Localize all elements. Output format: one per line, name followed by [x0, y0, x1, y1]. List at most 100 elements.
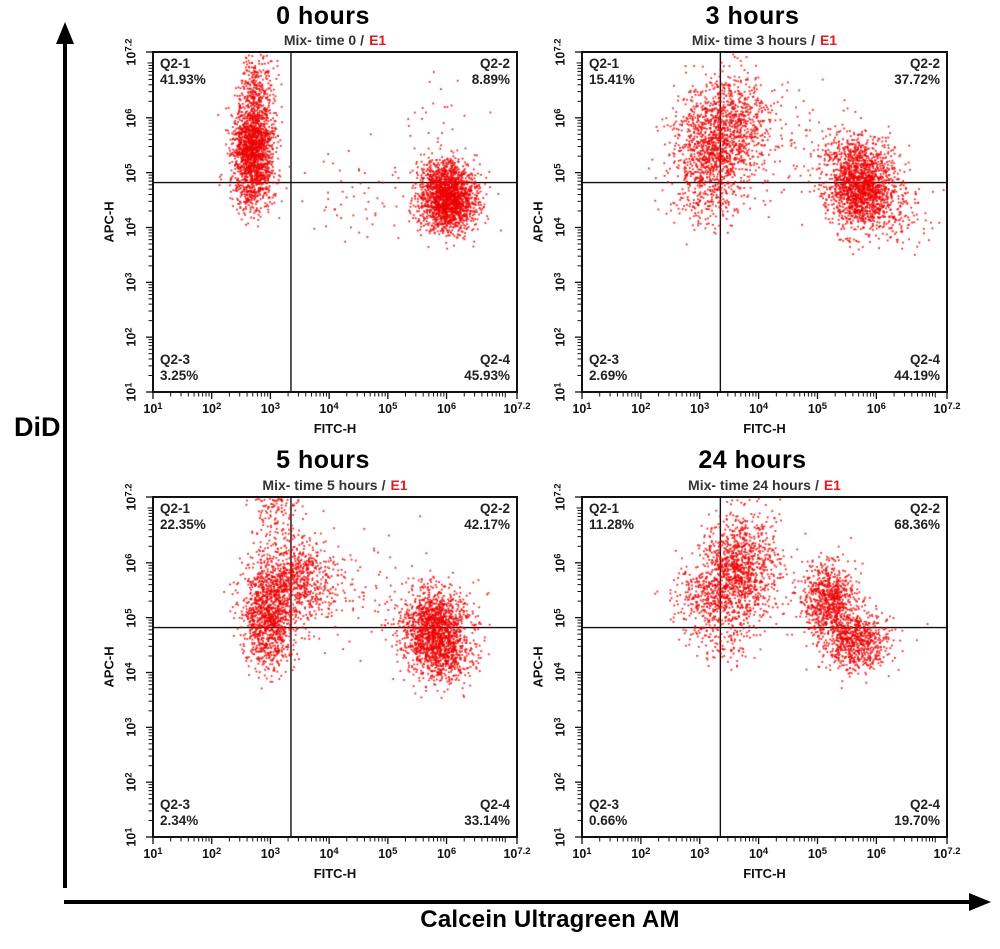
y-tick-label: 106 [552, 108, 568, 128]
y-tick-label: 103 [552, 717, 568, 737]
y-tick-label: 105 [123, 163, 139, 183]
quadrant-name: Q2-2 [909, 56, 940, 71]
x-tick-label: 107.2 [503, 846, 531, 861]
subtitle-slash: / [360, 32, 365, 48]
quadrant-name: Q2-1 [589, 56, 620, 71]
x-axis-label: FITC-H [743, 866, 786, 881]
quadrant-name: Q2-2 [479, 501, 510, 516]
panel-title: 0 hours [276, 2, 370, 30]
quadrant-name: Q2-4 [479, 352, 510, 367]
x-tick-label: 103 [260, 846, 281, 861]
x-tick-label: 105 [378, 846, 398, 861]
x-tick-label: 102 [631, 401, 651, 416]
y-tick-label: 107.2 [552, 483, 568, 511]
x-tick-label: 102 [202, 846, 222, 861]
scatter-canvas [153, 52, 517, 392]
y-tick-label: 105 [552, 163, 568, 183]
y-tick-label: 103 [123, 717, 139, 737]
y-tick-label: 106 [552, 553, 568, 573]
y-tick-label: 102 [552, 327, 568, 347]
outer-x-axis-label: Calcein Ultragreen AM [420, 906, 680, 933]
quadrant-pct: 22.35% [160, 516, 206, 532]
x-tick-label: 104 [319, 401, 339, 416]
run-label: E1 [390, 477, 408, 493]
subtitle-slash: / [381, 477, 386, 493]
quadrant-pct: 2.69% [589, 367, 628, 383]
subtitle-slash: / [811, 32, 815, 48]
quadrant-label-q2-4: Q2-4 44.19% [894, 352, 940, 383]
quadrant-name: Q2-3 [589, 352, 620, 367]
subtitle-text: Mix- time 0 [283, 32, 357, 48]
quadrant-name: Q2-3 [589, 797, 620, 812]
panel-title: 24 hours [698, 446, 807, 474]
x-tick-label: 104 [749, 846, 769, 861]
x-axis-label: FITC-H [743, 421, 786, 436]
run-label: E1 [823, 477, 841, 493]
y-tick-label: 107.2 [552, 38, 568, 66]
y-axis-label: APC-H [530, 201, 546, 243]
quadrant-pct: 33.14% [464, 812, 510, 828]
quadrant-label-q2-4: Q2-4 33.14% [464, 797, 510, 828]
panel-subtitle: Mix- time 3 hours / E1 [605, 32, 925, 48]
panel-subtitle: Mix- time 0/E1 [175, 32, 495, 48]
quadrant-pct: 0.66% [589, 812, 628, 828]
quadrant-label-q2-3: Q2-3 3.25% [160, 352, 198, 383]
quadrant-name: Q2-4 [479, 797, 510, 812]
quadrant-pct: 41.93% [160, 71, 206, 87]
x-tick-label: 106 [436, 846, 457, 861]
scatter-canvas [153, 497, 517, 837]
y-axis-label: APC-H [101, 646, 117, 688]
quadrant-label-q2-1: Q2-1 15.41% [589, 56, 635, 87]
y-tick-label: 104 [123, 217, 139, 238]
x-tick-label: 106 [436, 401, 457, 416]
x-tick-label: 107.2 [933, 401, 961, 416]
y-tick-label: 102 [123, 327, 139, 347]
subtitle-text: Mix- time 3 hours [691, 32, 808, 48]
x-axis-label: FITC-H [313, 866, 357, 881]
quadrant-pct: 44.19% [894, 367, 940, 383]
subtitle-text: Mix- time 5 hours [262, 477, 378, 493]
y-axis-label: APC-H [101, 201, 117, 243]
scatter-canvas [582, 497, 947, 837]
y-tick-label: 104 [552, 217, 568, 238]
y-axis-label: APC-H [530, 646, 546, 688]
x-tick-label: 103 [260, 401, 281, 416]
panel-subtitle: Mix- time 5 hours / E1 [175, 477, 495, 493]
x-tick-label: 101 [572, 846, 592, 861]
quadrant-label-q2-1: Q2-1 41.93% [160, 56, 206, 87]
quadrant-name: Q2-1 [589, 501, 620, 516]
run-label: E1 [819, 32, 838, 48]
quadrant-pct: 15.41% [589, 71, 635, 87]
y-tick-label: 103 [552, 272, 568, 292]
quadrant-name: Q2-2 [909, 501, 940, 516]
x-tick-label: 104 [749, 401, 769, 416]
y-tick-label: 101 [552, 382, 568, 402]
y-tick-label: 107.2 [123, 38, 139, 66]
x-tick-label: 102 [631, 846, 651, 861]
y-tick-label: 101 [552, 827, 568, 847]
outer-y-axis-label: DiD [14, 412, 61, 442]
quadrant-name: Q2-4 [909, 797, 940, 812]
quadrant-label-q2-3: Q2-3 2.69% [589, 352, 627, 383]
y-tick-label: 104 [123, 662, 139, 683]
quadrant-pct: 45.93% [464, 367, 510, 383]
quadrant-pct: 68.36% [894, 516, 940, 532]
scatter-canvas [582, 52, 947, 392]
y-tick-label: 106 [123, 108, 139, 128]
y-tick-label: 105 [552, 608, 568, 628]
quadrant-name: Q2-3 [160, 352, 191, 367]
x-tick-label: 105 [807, 401, 828, 416]
quadrant-name: Q2-1 [160, 56, 191, 71]
y-tick-label: 106 [123, 553, 139, 573]
quadrant-label-q2-3: Q2-3 0.66% [589, 797, 627, 828]
run-label: E1 [369, 32, 387, 48]
subtitle-slash: / [814, 477, 819, 493]
quadrant-label-q2-2: Q2-2 37.72% [894, 56, 940, 87]
y-tick-label: 107.2 [123, 483, 139, 511]
quadrant-pct: 8.89% [471, 71, 510, 87]
x-tick-label: 105 [378, 401, 398, 416]
x-tick-label: 101 [572, 401, 592, 416]
quadrant-label-q2-2: Q2-2 8.89% [472, 56, 510, 87]
quadrant-pct: 42.17% [464, 516, 510, 532]
